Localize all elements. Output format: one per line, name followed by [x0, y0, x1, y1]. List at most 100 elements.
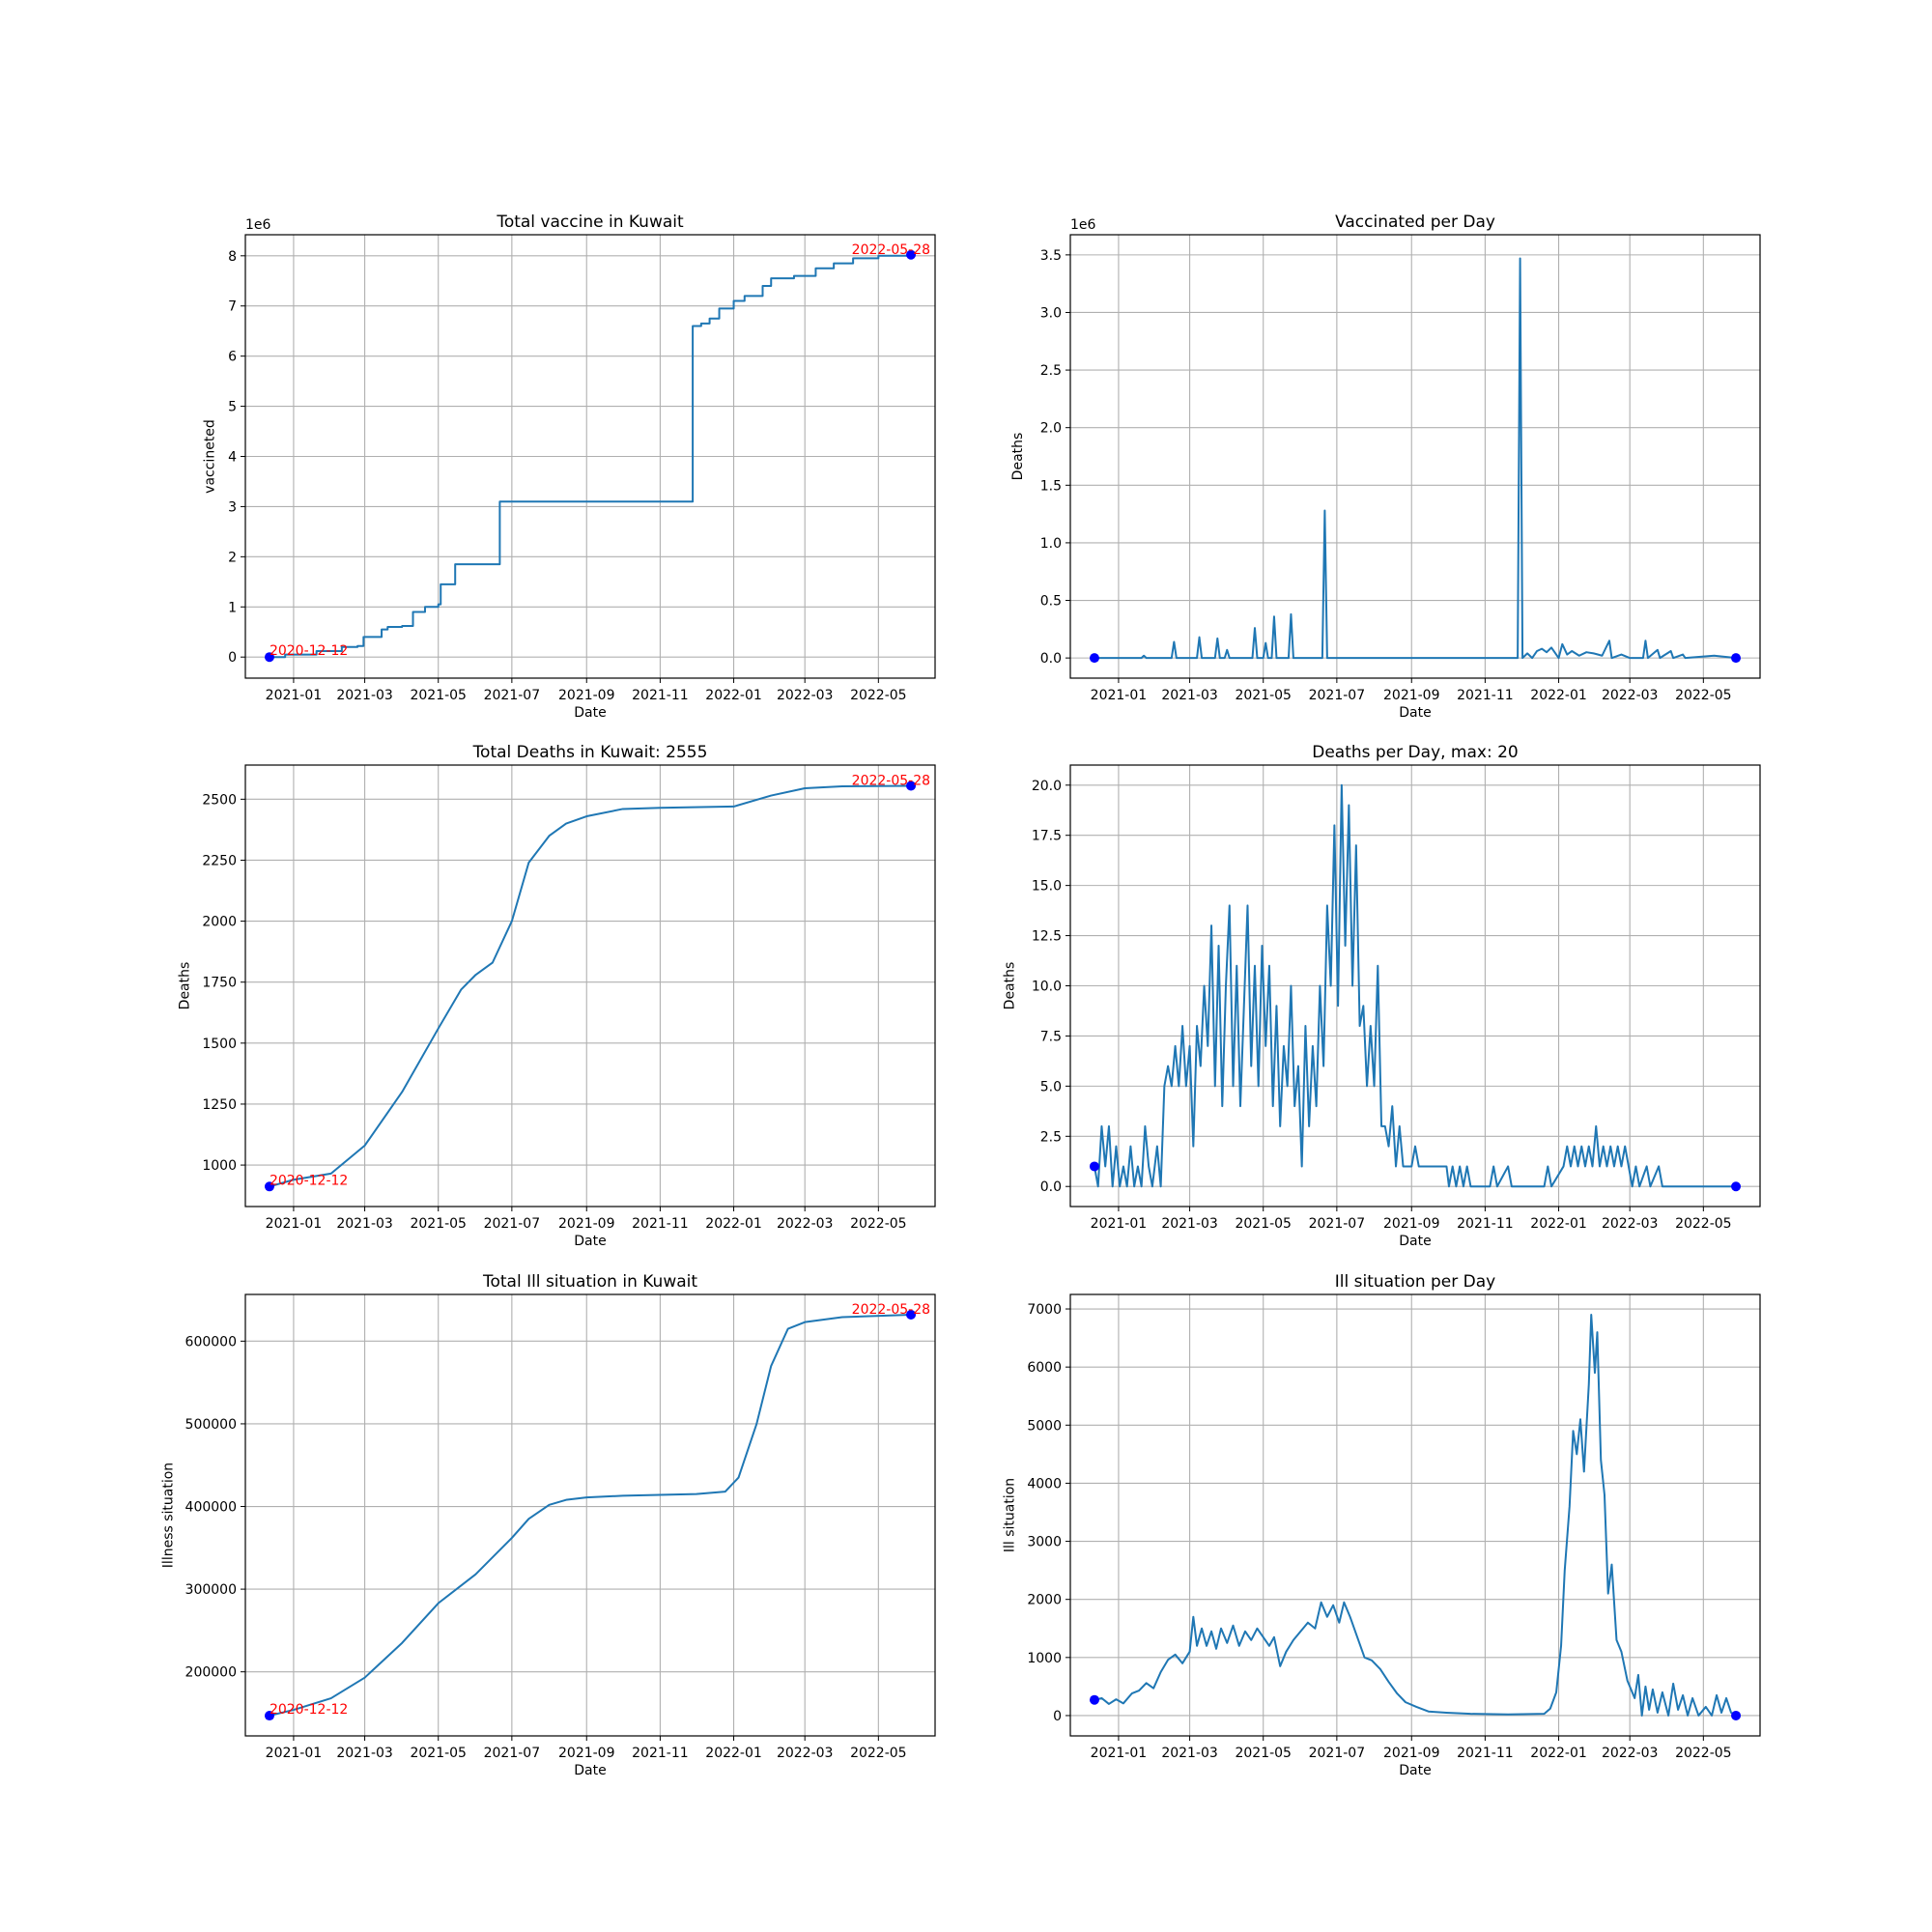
x-tick-label: 2021-11: [632, 1216, 689, 1232]
y-tick-label: 2.5: [1040, 363, 1062, 379]
series-line: [269, 784, 912, 1188]
start-point-marker: [264, 652, 274, 663]
x-tick-label: 2021-09: [1383, 1216, 1440, 1232]
x-tick-label: 2021-03: [1161, 1746, 1218, 1761]
end-date-annotation: 2022-05-28: [852, 1302, 930, 1318]
series-line: [1094, 257, 1737, 660]
y-tick-label: 15.0: [1032, 879, 1062, 895]
chart-6: 0 1000 2000 3000 4000 5000 6000 7000 2021-01 2021…: [1003, 1272, 1761, 1778]
x-tick-label: 2022-05: [850, 1746, 907, 1761]
end-point-marker: [906, 249, 917, 260]
axis-offset-label: 1e6: [245, 217, 271, 233]
chart-title: Deaths per Day, max: 20: [1312, 743, 1519, 762]
x-tick-label: 2021-05: [410, 688, 467, 703]
x-axis-label: Date: [1399, 1234, 1431, 1249]
x-axis-label: Date: [574, 1234, 606, 1249]
y-tick-label: 5: [228, 400, 237, 415]
y-tick-label: 1500: [202, 1037, 237, 1052]
y-axis-label: Ill situation: [1003, 1478, 1018, 1552]
x-tick-label: 2021-07: [1309, 1216, 1366, 1232]
y-tick-label: 1750: [202, 976, 237, 991]
y-tick-label: 0: [1053, 1709, 1062, 1724]
y-axis-label: Illness situation: [160, 1463, 176, 1568]
axes-frame: [1069, 234, 1761, 679]
y-tick-label: 8: [228, 249, 237, 265]
x-tick-label: 2021-11: [632, 688, 689, 703]
x-tick-label: 2022-03: [777, 688, 834, 703]
y-tick-label: 7.5: [1040, 1029, 1062, 1044]
y-tick-label: 2250: [202, 853, 237, 868]
x-tick-label: 2022-01: [705, 1746, 762, 1761]
series-line: [269, 254, 913, 659]
x-tick-label: 2021-05: [1235, 1746, 1292, 1761]
y-tick-label: 1250: [202, 1097, 237, 1113]
x-axis-label: Date: [1399, 705, 1431, 721]
y-tick-label: 300000: [185, 1582, 237, 1598]
x-tick-label: 2021-05: [1235, 688, 1292, 703]
x-tick-label: 2021-03: [1161, 688, 1218, 703]
y-tick-label: 1000: [1027, 1651, 1062, 1666]
chart-2: 0.0 0.5 1.0 1.5 2.0 2.5 3.0 3.5 2021-01 2021-03 20…: [1010, 213, 1761, 721]
y-tick-label: 6000: [1027, 1360, 1062, 1376]
axis-offset-label: 1e6: [1070, 217, 1096, 233]
end-point-marker: [1731, 653, 1742, 664]
y-tick-label: 5.0: [1040, 1079, 1062, 1094]
y-tick-label: 600000: [185, 1334, 237, 1350]
y-tick-label: 5000: [1027, 1418, 1062, 1434]
x-tick-label: 2022-05: [850, 688, 907, 703]
x-tick-label: 2021-01: [1091, 688, 1148, 703]
y-tick-label: 3000: [1027, 1535, 1062, 1550]
y-tick-label: 0.5: [1040, 594, 1062, 610]
x-tick-label: 2021-01: [1091, 1216, 1148, 1232]
x-tick-label: 2022-01: [705, 1216, 762, 1232]
x-tick-label: 2022-05: [1675, 1216, 1732, 1232]
y-tick-label: 500000: [185, 1417, 237, 1433]
x-tick-label: 2021-07: [1309, 688, 1366, 703]
y-tick-label: 4000: [1027, 1476, 1062, 1492]
chart-title: Vaccinated per Day: [1335, 213, 1495, 232]
axes-frame: [244, 764, 936, 1208]
x-tick-label: 2021-05: [410, 1746, 467, 1761]
x-tick-label: 2021-09: [558, 1216, 615, 1232]
y-tick-label: 200000: [185, 1665, 237, 1681]
y-axis-label: Deaths: [1010, 433, 1026, 481]
chart-4: 0.0 2.5 5.0 7.5 10.0 12.5 15.0 17.5 20.0 2021-01 2…: [1003, 743, 1761, 1249]
start-point-marker: [264, 1711, 274, 1721]
end-point-marker: [906, 781, 917, 791]
x-tick-label: 2021-11: [1457, 688, 1514, 703]
x-tick-label: 2021-03: [336, 1746, 393, 1761]
end-point-marker: [906, 1309, 917, 1320]
start-point-marker: [1089, 1694, 1099, 1705]
y-tick-label: 2000: [1027, 1593, 1062, 1608]
y-tick-label: 3: [228, 499, 237, 515]
x-tick-label: 2021-11: [1457, 1746, 1514, 1761]
y-tick-label: 0.0: [1040, 1179, 1062, 1195]
x-tick-label: 2022-01: [1530, 1746, 1587, 1761]
end-date-annotation: 2022-05-28: [852, 242, 930, 258]
x-tick-label: 2021-09: [1383, 688, 1440, 703]
start-date-annotation: 2020-12-12: [270, 1173, 348, 1188]
x-tick-label: 2021-07: [484, 1746, 541, 1761]
y-tick-label: 17.5: [1032, 829, 1062, 844]
x-tick-label: 2022-01: [1530, 688, 1587, 703]
y-tick-label: 2: [228, 550, 237, 565]
y-tick-label: 7000: [1027, 1302, 1062, 1318]
x-tick-label: 2021-11: [1457, 1216, 1514, 1232]
chart-title: Ill situation per Day: [1335, 1272, 1495, 1292]
y-tick-label: 1000: [202, 1158, 237, 1174]
x-tick-label: 2022-05: [1675, 1746, 1732, 1761]
y-tick-label: 2000: [202, 915, 237, 930]
x-tick-label: 2021-03: [1161, 1216, 1218, 1232]
y-tick-label: 2.5: [1040, 1129, 1062, 1145]
y-tick-label: 4: [228, 450, 237, 466]
x-tick-label: 2021-09: [1383, 1746, 1440, 1761]
start-point-marker: [264, 1181, 274, 1192]
x-tick-label: 2021-01: [266, 1746, 323, 1761]
y-tick-label: 20.0: [1032, 779, 1062, 794]
chart-title: Total Deaths in Kuwait: 2555: [472, 743, 708, 762]
y-tick-label: 0: [228, 650, 237, 666]
chart-title: Total vaccine in Kuwait: [496, 213, 684, 232]
x-tick-label: 2022-03: [1602, 1746, 1659, 1761]
y-tick-label: 10.0: [1032, 980, 1062, 995]
